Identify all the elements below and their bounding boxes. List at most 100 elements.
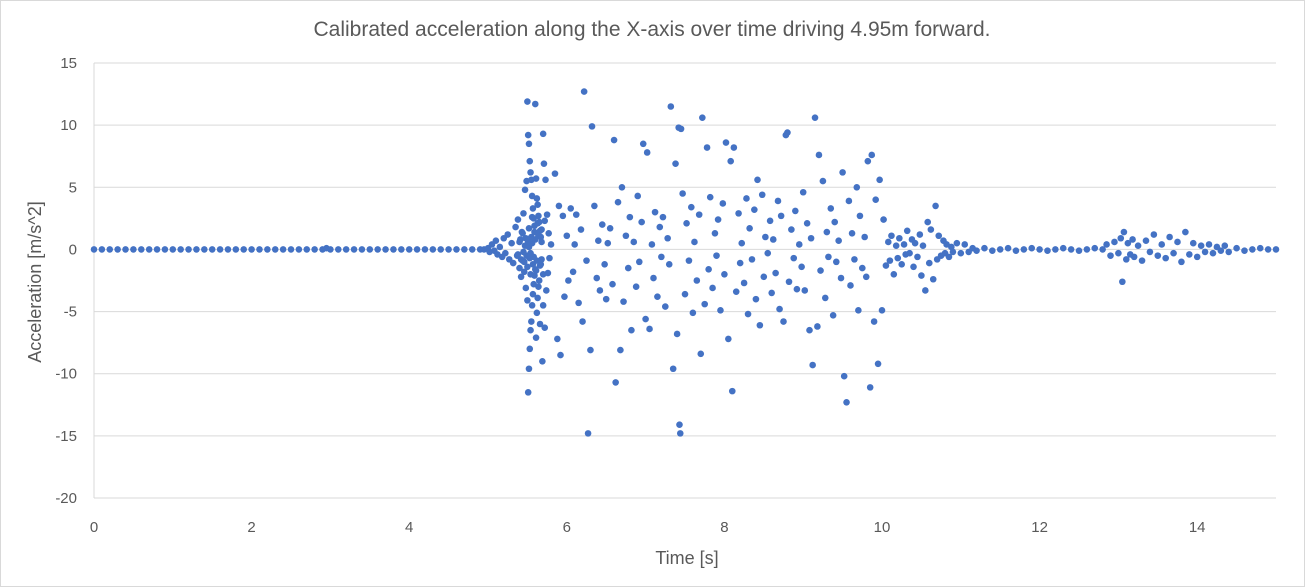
- x-tick-label: 2: [247, 519, 255, 536]
- data-point: [1134, 242, 1142, 249]
- y-tick-label: 15: [60, 55, 77, 72]
- data-point: [876, 176, 883, 184]
- data-point: [809, 361, 816, 369]
- data-point: [1241, 247, 1248, 254]
- data-point: [874, 360, 882, 368]
- data-point: [827, 205, 835, 212]
- data-point: [1129, 236, 1136, 243]
- data-point: [522, 234, 530, 242]
- data-point: [677, 125, 685, 133]
- data-point: [832, 258, 840, 266]
- data-point: [509, 259, 517, 267]
- data-point: [906, 249, 913, 257]
- data-point: [382, 246, 389, 253]
- data-point: [693, 277, 701, 284]
- data-point: [1091, 244, 1099, 252]
- data-point: [445, 246, 452, 253]
- data-point: [886, 257, 894, 264]
- data-point: [567, 205, 575, 212]
- data-point: [697, 350, 705, 358]
- data-point: [609, 280, 616, 288]
- data-point: [862, 273, 870, 281]
- data-point: [517, 273, 525, 281]
- data-point: [758, 191, 766, 199]
- data-point: [524, 263, 531, 271]
- data-point: [584, 430, 592, 437]
- data-point: [1115, 249, 1122, 257]
- data-point: [535, 277, 543, 284]
- data-point: [542, 176, 549, 184]
- data-point: [577, 226, 585, 233]
- y-tick-label: -15: [55, 428, 77, 445]
- data-point: [1186, 251, 1193, 258]
- data-point: [374, 246, 381, 253]
- data-point: [529, 205, 537, 212]
- data-point: [1174, 238, 1181, 246]
- data-point: [468, 246, 476, 253]
- data-point: [638, 218, 645, 226]
- data-point: [1154, 252, 1162, 259]
- data-point: [676, 430, 684, 437]
- data-point: [1225, 248, 1233, 256]
- data-point: [688, 203, 695, 211]
- data-point: [90, 246, 98, 253]
- data-point: [527, 326, 534, 334]
- data-point: [628, 326, 635, 334]
- data-point: [540, 160, 548, 167]
- data-point: [527, 169, 534, 176]
- data-point: [780, 318, 787, 325]
- data-point: [311, 246, 318, 253]
- data-point: [665, 261, 673, 268]
- data-point: [1221, 242, 1229, 249]
- data-point: [722, 139, 730, 146]
- data-point: [1028, 244, 1036, 252]
- data-point: [932, 202, 939, 210]
- data-point: [512, 223, 519, 231]
- y-tick-label: 10: [60, 117, 77, 134]
- data-point: [421, 246, 429, 253]
- data-point: [232, 246, 240, 253]
- data-point: [878, 307, 886, 314]
- data-point: [595, 237, 602, 245]
- data-point: [1182, 228, 1189, 236]
- data-point: [1142, 237, 1150, 245]
- data-point: [520, 258, 528, 266]
- data-point: [851, 256, 858, 263]
- data-point: [342, 246, 350, 253]
- data-point: [819, 177, 827, 185]
- data-point: [547, 241, 555, 248]
- data-point: [659, 213, 667, 221]
- data-point: [890, 270, 898, 278]
- data-point: [925, 259, 933, 267]
- data-point: [575, 299, 582, 307]
- data-point: [784, 129, 791, 136]
- data-point: [508, 239, 515, 247]
- data-point: [526, 345, 534, 353]
- data-point: [279, 246, 287, 253]
- data-point: [1193, 253, 1201, 261]
- data-point: [137, 246, 145, 253]
- data-point: [793, 285, 801, 293]
- data-point: [1217, 247, 1225, 254]
- data-point: [405, 246, 413, 253]
- data-point: [264, 246, 271, 253]
- data-point: [145, 246, 153, 253]
- data-point: [1124, 239, 1132, 247]
- data-point: [639, 140, 647, 148]
- data-point: [630, 238, 638, 246]
- x-tick-label: 6: [563, 519, 571, 536]
- data-point: [814, 323, 821, 330]
- data-point: [526, 157, 534, 165]
- data-point: [1052, 246, 1059, 253]
- data-point: [366, 246, 374, 253]
- data-point: [1103, 241, 1110, 248]
- data-point: [847, 282, 854, 289]
- data-point: [521, 186, 529, 194]
- data-point: [539, 130, 547, 138]
- data-point: [583, 257, 590, 264]
- data-point: [587, 346, 594, 354]
- data-point: [216, 246, 224, 253]
- data-point: [565, 277, 572, 284]
- data-point: [711, 229, 719, 237]
- data-point: [539, 302, 547, 309]
